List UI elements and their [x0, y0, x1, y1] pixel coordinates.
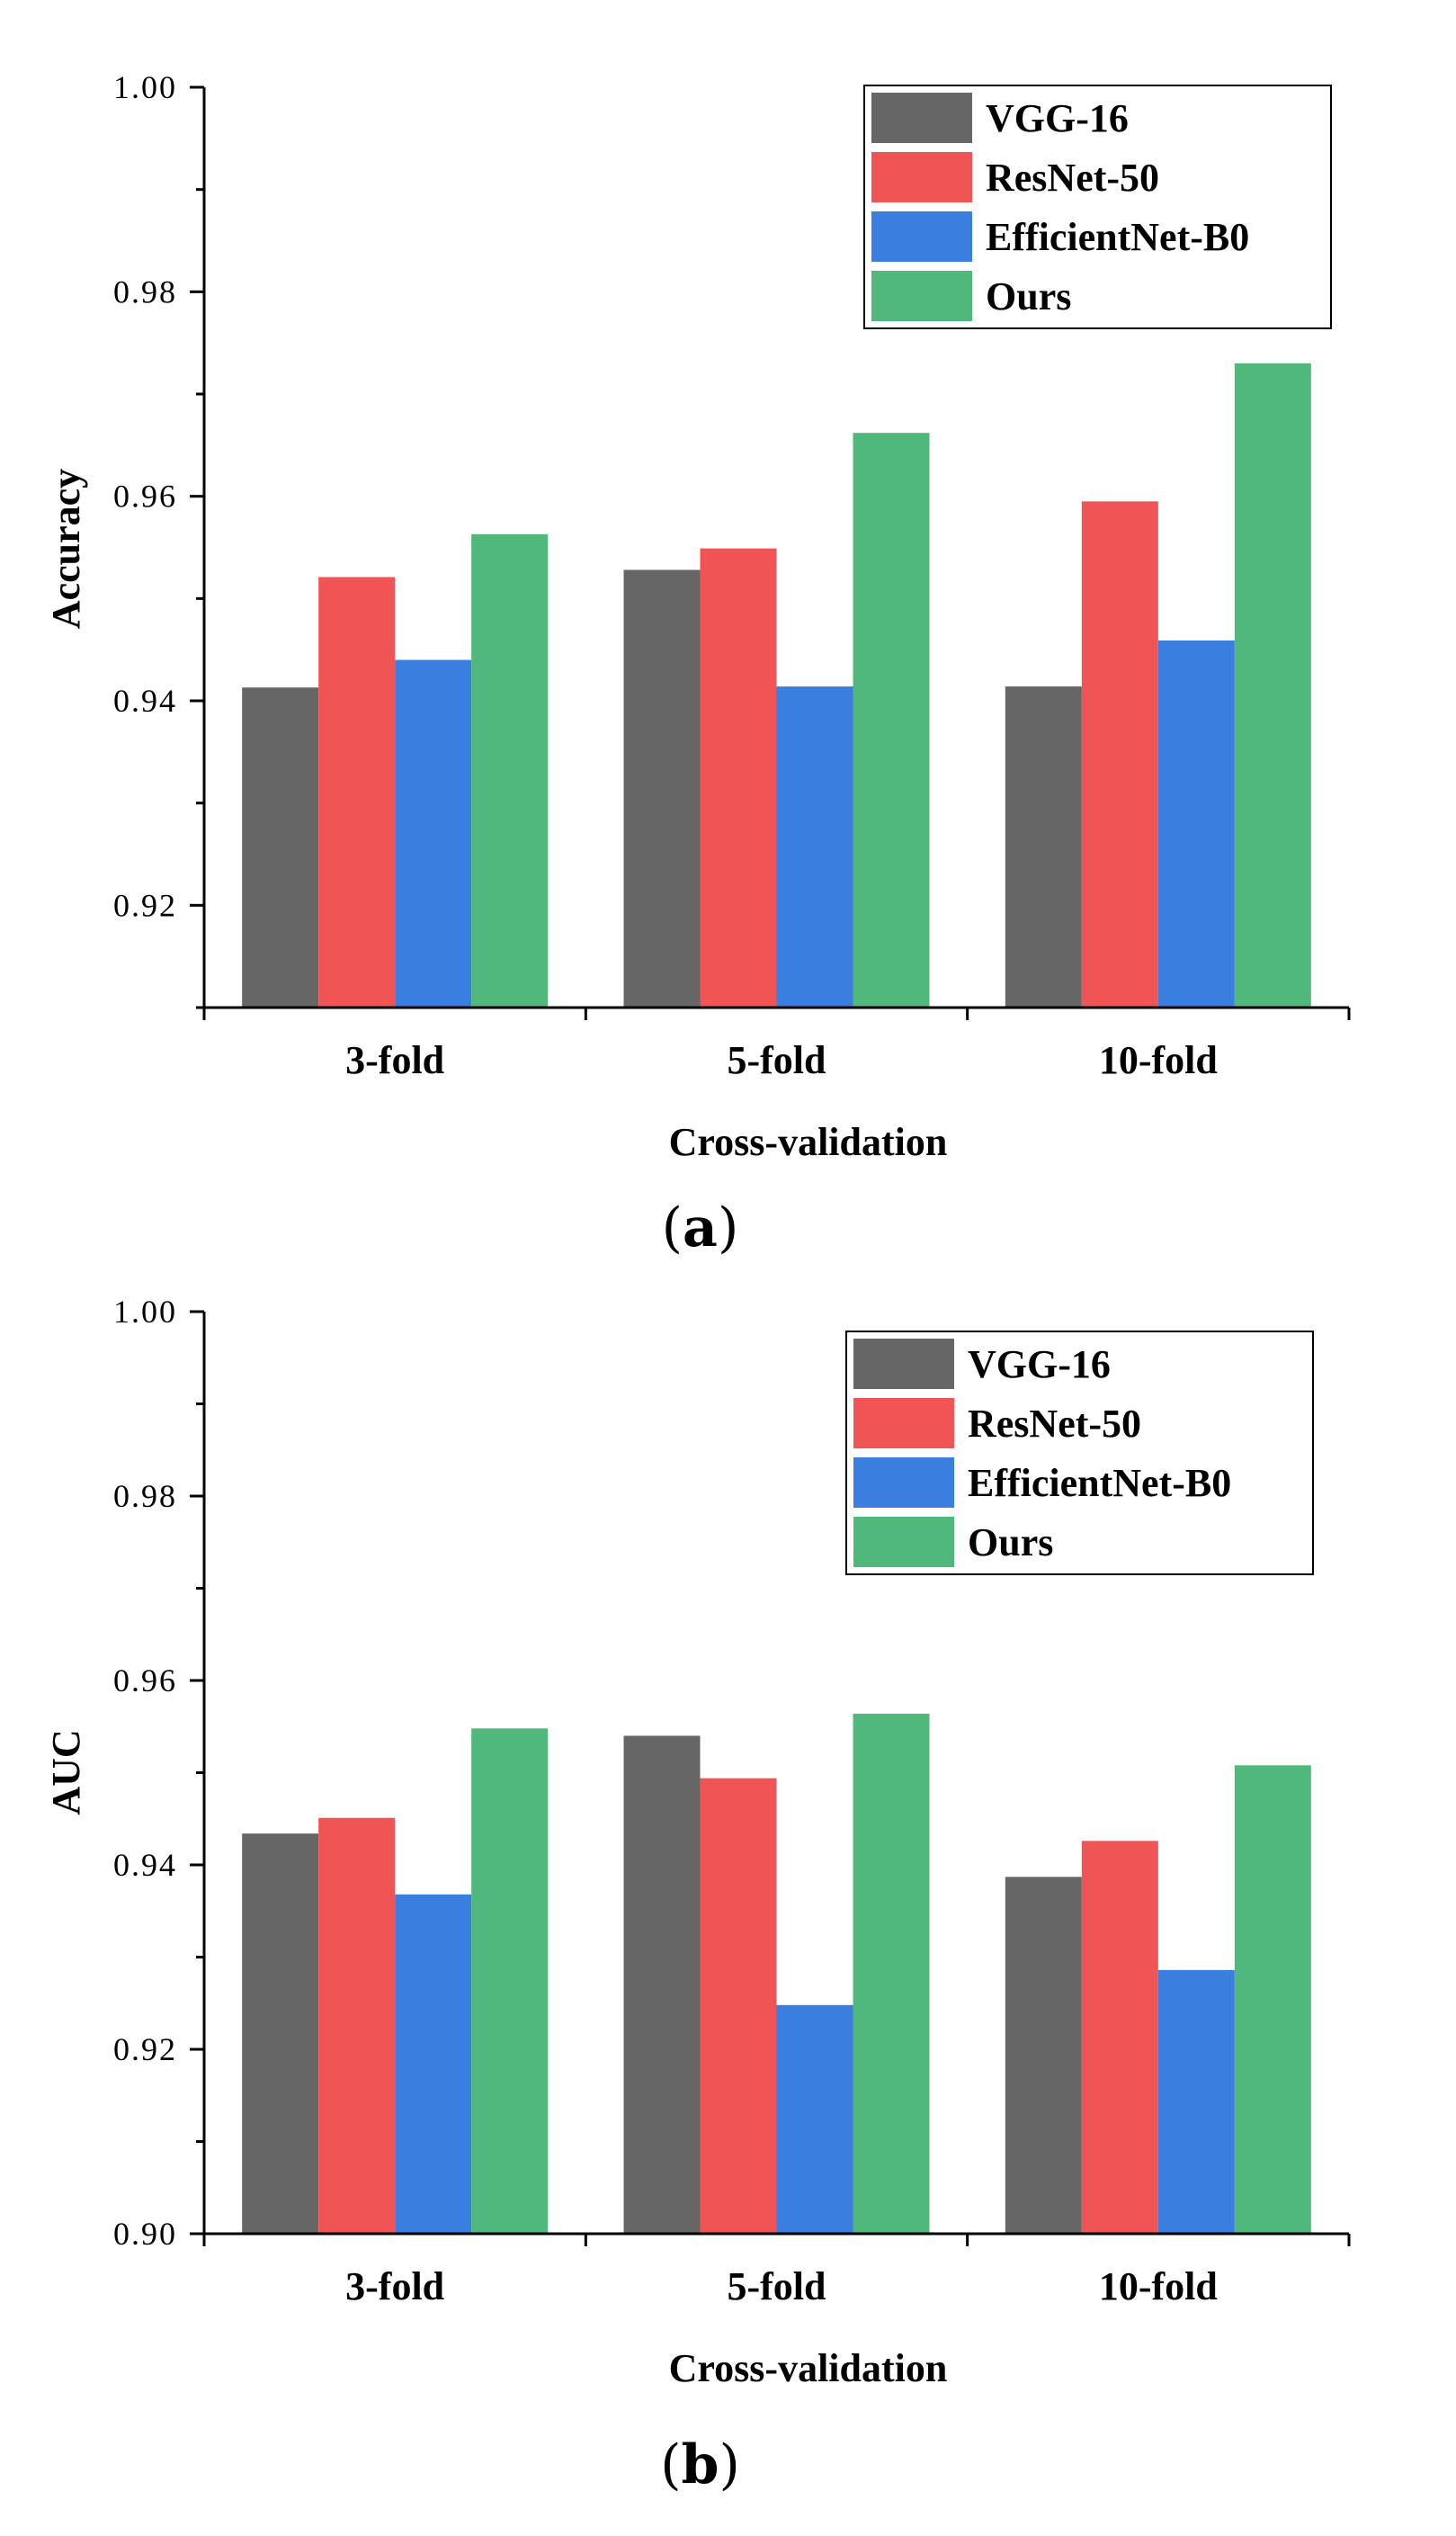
- bar-resnet-50-3-fold: [318, 1817, 396, 2234]
- bar-vgg-16-5-fold: [623, 569, 701, 1008]
- bar-vgg-16-10-fold: [1005, 686, 1082, 1008]
- legend: VGG-16 ResNet-50 EfficientNet-B0 Ours: [863, 85, 1332, 329]
- bar-vgg-16-3-fold: [242, 1833, 319, 2234]
- y-tick-label: 0.92: [113, 887, 177, 923]
- legend: VGG-16 ResNet-50 EfficientNet-B0 Ours: [845, 1331, 1314, 1575]
- bars: [242, 363, 1311, 1008]
- panel-label: (a): [662, 1196, 739, 1259]
- bar-vgg-16-10-fold: [1005, 1877, 1082, 2234]
- legend-label-resnet-50: ResNet-50: [986, 156, 1159, 200]
- y-tick-label: 0.94: [113, 683, 177, 719]
- x-tick-label-3-fold: 3-fold: [345, 2264, 444, 2308]
- legend-label-vgg-16: VGG-16: [968, 1342, 1111, 1386]
- bar-vgg-16-3-fold: [242, 687, 319, 1008]
- y-tick-label: 0.98: [113, 1478, 177, 1514]
- legend-label-efficientnet-b0: EfficientNet-B0: [986, 215, 1249, 259]
- bar-resnet-50-10-fold: [1081, 501, 1158, 1008]
- bar-efficientnet-b0-5-fold: [776, 2004, 853, 2234]
- x-axis-title: Cross-validation: [669, 2346, 948, 2390]
- y-tick-label: 0.96: [113, 479, 177, 515]
- y-axis-title: AUC: [44, 1729, 88, 1815]
- bars: [242, 1713, 1311, 2234]
- legend-swatch-ours: [853, 1517, 954, 1567]
- legend-swatch-resnet-50: [871, 152, 972, 202]
- legend-label-vgg-16: VGG-16: [986, 96, 1129, 140]
- bar-ours-5-fold: [853, 433, 930, 1008]
- x-tick-label-10-fold: 10-fold: [1099, 1038, 1218, 1082]
- panel-label-letter: b: [682, 2433, 719, 2496]
- x-tick-label-3-fold: 3-fold: [345, 1038, 444, 1082]
- x-tick-label-5-fold: 5-fold: [728, 1038, 826, 1082]
- y-tick-label: 0.94: [113, 1847, 177, 1883]
- legend-label-efficientnet-b0: EfficientNet-B0: [968, 1461, 1231, 1505]
- bar-ours-10-fold: [1234, 1765, 1311, 2234]
- legend-swatch-efficientnet-b0: [871, 211, 972, 262]
- legend-swatch-vgg-16: [853, 1339, 954, 1389]
- panel-label-close-paren: ): [718, 1196, 738, 1259]
- panel-label-letter: a: [683, 1196, 718, 1259]
- legend-label-ours: Ours: [968, 1520, 1053, 1564]
- bar-resnet-50-5-fold: [700, 1778, 777, 2234]
- panel-label-open-paren: (: [662, 1196, 683, 1259]
- bar-resnet-50-3-fold: [318, 577, 396, 1008]
- y-axis-title: Accuracy: [44, 469, 88, 629]
- y-tick-label: 1.00: [113, 69, 177, 105]
- panel-label-open-paren: (: [660, 2433, 681, 2496]
- y-tick-label: 1.00: [113, 1294, 177, 1330]
- bar-efficientnet-b0-10-fold: [1157, 1969, 1235, 2234]
- bar-efficientnet-b0-5-fold: [776, 686, 853, 1008]
- chart-panel-b: 0.90 0.92 0.94 0.96 0.98 1.00 3-fold 5-fold 10-f…: [44, 1294, 1351, 2496]
- panel-label: (b): [660, 2433, 740, 2496]
- x-tick-label-10-fold: 10-fold: [1099, 2264, 1218, 2308]
- x-tick-label-5-fold: 5-fold: [728, 2264, 826, 2308]
- legend-swatch-vgg-16: [871, 93, 972, 143]
- chart-panel-a: 0.92 0.94 0.96 0.98 1.00 3-fold 5-fold 10-fold C…: [44, 69, 1351, 1259]
- bar-vgg-16-5-fold: [623, 1735, 701, 2234]
- legend-label-ours: Ours: [986, 274, 1071, 318]
- bar-ours-5-fold: [853, 1713, 930, 2234]
- y-tick-label: 0.92: [113, 2031, 177, 2067]
- panel-label-close-paren: ): [719, 2433, 739, 2496]
- legend-swatch-efficientnet-b0: [853, 1457, 954, 1508]
- y-tick-label: 0.98: [113, 273, 177, 309]
- bar-ours-3-fold: [471, 1728, 549, 2234]
- legend-label-resnet-50: ResNet-50: [968, 1402, 1141, 1446]
- bar-resnet-50-5-fold: [700, 548, 777, 1008]
- bar-ours-10-fold: [1234, 363, 1311, 1008]
- bar-ours-3-fold: [471, 533, 549, 1008]
- bar-efficientnet-b0-3-fold: [395, 1894, 472, 2234]
- y-tick-label: 0.96: [113, 1662, 177, 1698]
- x-axis-title: Cross-validation: [669, 1120, 948, 1164]
- legend-swatch-resnet-50: [853, 1398, 954, 1448]
- y-tick-label: 0.90: [113, 2216, 177, 2252]
- bar-efficientnet-b0-3-fold: [395, 659, 472, 1008]
- legend-swatch-ours: [871, 271, 972, 321]
- bar-efficientnet-b0-10-fold: [1157, 640, 1235, 1008]
- bar-resnet-50-10-fold: [1081, 1841, 1158, 2234]
